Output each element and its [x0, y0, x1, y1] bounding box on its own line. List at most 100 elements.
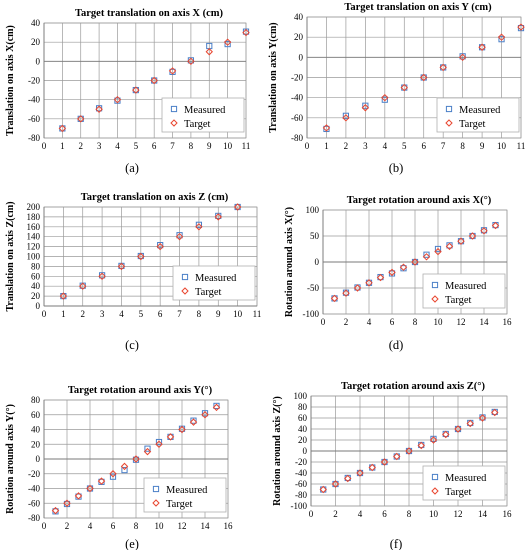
x-tick-label: 10 — [429, 509, 439, 519]
data-point-measured — [157, 242, 164, 249]
x-tick-label: 8 — [189, 141, 194, 151]
legend-label-target: Target — [445, 295, 472, 306]
data-point-target — [497, 33, 506, 41]
legend-marker-measured — [431, 281, 439, 289]
legend: Measured Target — [161, 97, 245, 133]
y-tick-label: -40 — [291, 93, 303, 103]
y-tick-label: -50 — [307, 283, 319, 293]
legend-marker-measured — [445, 105, 453, 113]
y-axis-label: Translation on axis Y(cm) — [268, 22, 279, 132]
chart-panel-b: 0 1 2 3 4 5 6 7 8 9 10 11 -80 -60 -40 -20 0 20 40 Target tr… — [268, 2, 525, 175]
y-tick-label: 80 — [31, 261, 41, 271]
data-point-target — [381, 93, 389, 102]
x-tick-label: 2 — [80, 309, 85, 319]
x-tick-label: 4 — [367, 317, 372, 327]
legend-box — [161, 97, 245, 133]
data-point-target — [51, 506, 60, 515]
y-tick-label: 100 — [294, 391, 308, 401]
y-tick-label: 80 — [31, 395, 41, 405]
data-point-target — [491, 408, 499, 417]
x-tick-label: 5 — [402, 141, 407, 151]
legend-label-target: Target — [195, 287, 222, 298]
data-point-target — [331, 480, 340, 488]
x-tick-label: 8 — [413, 317, 418, 327]
x-tick-label: 2 — [333, 509, 338, 519]
data-point-target — [109, 470, 117, 478]
legend-marker-target — [181, 287, 189, 295]
data-point-target — [79, 282, 87, 290]
data-point-target — [322, 124, 331, 132]
data-point-measured — [423, 251, 430, 258]
x-tick-label: 16 — [503, 317, 513, 327]
data-point-target — [168, 67, 177, 75]
x-tick-label: 2 — [344, 317, 349, 327]
x-tick-label: 4 — [383, 141, 388, 151]
data-point-target — [223, 38, 232, 46]
data-point-target — [178, 425, 186, 434]
x-tick-label: 16 — [503, 509, 513, 519]
y-tick-label: -100 — [303, 309, 320, 319]
y-tick-label: 0 — [36, 301, 41, 311]
legend-marker-measured — [152, 485, 160, 493]
x-tick-label: 11 — [253, 309, 262, 319]
panel-caption: (d) — [389, 338, 404, 352]
y-tick-label: -40 — [28, 95, 40, 105]
legend-label-target: Target — [184, 119, 211, 130]
data-point-target — [195, 223, 203, 231]
x-tick-label: 4 — [119, 309, 124, 319]
y-tick-label: 100 — [27, 252, 41, 262]
y-axis-label: Translation on axis Z(cm) — [5, 201, 16, 311]
chart-panel-d: 0 2 4 6 8 10 12 14 16 -100 -50 0 50 100 Target rotatio… — [284, 195, 513, 352]
legend-label-measured: Measured — [445, 473, 487, 484]
data-point-target — [420, 73, 428, 82]
legend-label-target: Target — [166, 499, 193, 510]
panel-caption: (a) — [125, 161, 139, 175]
data-point-target — [63, 499, 71, 507]
chart-title: Target translation on axis Y (cm) — [344, 2, 492, 13]
legend-marker-target — [152, 499, 160, 507]
y-tick-label: -80 — [28, 133, 40, 143]
chart-title: Target translation on axis X (cm) — [75, 8, 224, 19]
legend-label-measured: Measured — [166, 485, 208, 496]
data-point-target — [344, 474, 352, 483]
x-tick-label: 2 — [344, 141, 349, 151]
data-point-target — [74, 492, 83, 500]
data-point-measured — [362, 102, 369, 109]
y-tick-label: -80 — [295, 490, 307, 500]
x-tick-label: 10 — [434, 317, 444, 327]
data-point-target — [368, 463, 376, 472]
x-tick-label: 10 — [497, 141, 507, 151]
data-point-target — [454, 425, 462, 433]
y-tick-label: -60 — [295, 479, 307, 489]
data-point-target — [417, 441, 425, 450]
legend-marker-measured — [181, 273, 189, 281]
data-point-target — [342, 114, 350, 122]
x-tick-label: 8 — [460, 141, 465, 151]
y-tick-label: 180 — [27, 212, 41, 222]
legend-label-measured: Measured — [195, 273, 237, 284]
x-tick-label: 1 — [60, 141, 65, 151]
panel-caption: (c) — [125, 338, 139, 352]
data-point-target — [214, 213, 222, 221]
data-point-target — [468, 232, 477, 240]
legend-label-measured: Measured — [459, 105, 501, 116]
y-tick-label: -100 — [291, 501, 308, 511]
x-tick-label: 2 — [78, 141, 83, 151]
y-tick-label: -80 — [28, 513, 40, 523]
x-tick-label: 10 — [155, 521, 165, 531]
x-tick-label: 7 — [441, 141, 446, 151]
data-point-target — [233, 203, 242, 211]
y-tick-label: 40 — [31, 425, 41, 435]
data-point-target — [155, 440, 163, 448]
data-point-target — [405, 447, 413, 455]
legend: Measured Target — [422, 465, 506, 501]
x-tick-label: 5 — [139, 309, 144, 319]
x-tick-label: 9 — [216, 309, 221, 319]
x-tick-label: 8 — [134, 521, 139, 531]
data-point-target — [187, 57, 195, 66]
data-point-target — [189, 418, 198, 426]
x-tick-label: 14 — [478, 509, 488, 519]
x-tick-label: 9 — [207, 141, 212, 151]
y-tick-label: 60 — [31, 271, 41, 281]
